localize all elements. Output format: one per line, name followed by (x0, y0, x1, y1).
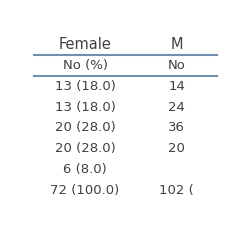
Text: 20 (28.0): 20 (28.0) (55, 142, 115, 155)
Text: 6 (8.0): 6 (8.0) (63, 163, 107, 176)
Text: 24: 24 (168, 100, 185, 114)
Text: 13 (18.0): 13 (18.0) (55, 100, 115, 114)
Text: M: M (170, 37, 183, 52)
Text: No: No (168, 59, 186, 72)
Text: 102 (: 102 ( (159, 184, 194, 197)
Text: 14: 14 (168, 80, 185, 93)
Text: 20: 20 (168, 142, 185, 155)
Text: Female: Female (59, 37, 112, 52)
Text: 72 (100.0): 72 (100.0) (50, 184, 120, 197)
Text: 20 (28.0): 20 (28.0) (55, 121, 115, 134)
Text: No (%): No (%) (63, 59, 108, 72)
Text: 13 (18.0): 13 (18.0) (55, 80, 115, 93)
Text: 36: 36 (168, 121, 185, 134)
